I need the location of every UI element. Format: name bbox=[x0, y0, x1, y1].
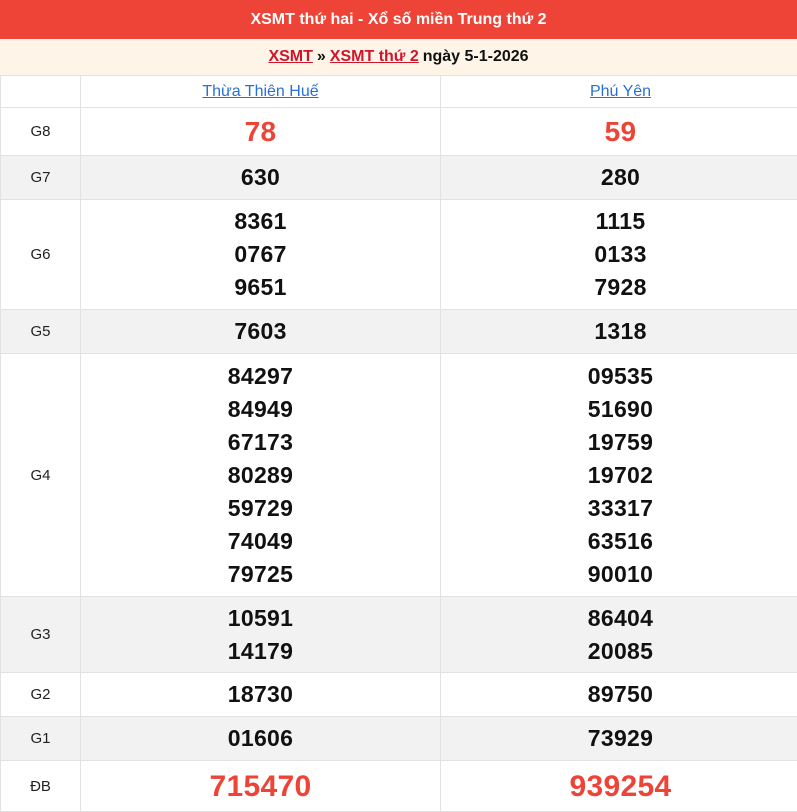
prize-number: 90010 bbox=[441, 558, 797, 591]
prize-cell: 01606 bbox=[81, 717, 441, 761]
prize-number: 630 bbox=[81, 161, 440, 194]
prize-number: 939254 bbox=[441, 770, 797, 803]
prize-label: G3 bbox=[1, 597, 81, 673]
prize-cell: 7603 bbox=[81, 310, 441, 354]
breadcrumb-link-xsmt-thu-2[interactable]: XSMT thứ 2 bbox=[330, 48, 419, 66]
prize-number: 18730 bbox=[81, 678, 440, 711]
prize-cell: 280 bbox=[441, 156, 797, 200]
prize-number: 09535 bbox=[441, 360, 797, 393]
prize-label: G4 bbox=[1, 354, 81, 597]
prize-number: 59 bbox=[441, 115, 797, 148]
prize-cell: 939254 bbox=[441, 761, 797, 812]
prize-number: 715470 bbox=[81, 770, 440, 803]
prize-number: 1318 bbox=[441, 315, 797, 348]
prize-cell: 73929 bbox=[441, 717, 797, 761]
prize-number: 19759 bbox=[441, 426, 797, 459]
breadcrumb-separator: » bbox=[317, 48, 326, 66]
prize-number: 89750 bbox=[441, 678, 797, 711]
prize-number: 01606 bbox=[81, 722, 440, 755]
prize-number: 74049 bbox=[81, 525, 440, 558]
prize-number: 7928 bbox=[441, 271, 797, 304]
prize-label: G5 bbox=[1, 310, 81, 354]
prize-number: 78 bbox=[81, 115, 440, 148]
prize-number: 20085 bbox=[441, 635, 797, 668]
prize-number: 67173 bbox=[81, 426, 440, 459]
province-link[interactable]: Thừa Thiên Huế bbox=[202, 83, 318, 100]
province-cell: Phú Yên bbox=[441, 76, 797, 108]
breadcrumb: XSMT » XSMT thứ 2 ngày 5-1-2026 bbox=[0, 39, 797, 75]
prize-number: 7603 bbox=[81, 315, 440, 348]
prize-label: G6 bbox=[1, 200, 81, 310]
prize-label: G8 bbox=[1, 108, 81, 156]
prize-number: 80289 bbox=[81, 459, 440, 492]
province-cell: Thừa Thiên Huế bbox=[81, 76, 441, 108]
prize-cell: 78 bbox=[81, 108, 441, 156]
prize-number: 86404 bbox=[441, 602, 797, 635]
prize-label: G1 bbox=[1, 717, 81, 761]
prize-number: 63516 bbox=[441, 525, 797, 558]
prize-number: 79725 bbox=[81, 558, 440, 591]
prize-cell: 89750 bbox=[441, 673, 797, 717]
prize-number: 84949 bbox=[81, 393, 440, 426]
prize-number: 10591 bbox=[81, 602, 440, 635]
prize-cell: 630 bbox=[81, 156, 441, 200]
prize-number: 0133 bbox=[441, 238, 797, 271]
prize-cell: 1318 bbox=[441, 310, 797, 354]
prize-number: 73929 bbox=[441, 722, 797, 755]
prize-number: 0767 bbox=[81, 238, 440, 271]
prize-cell: 715470 bbox=[81, 761, 441, 812]
prize-number: 8361 bbox=[81, 205, 440, 238]
breadcrumb-date: ngày 5-1-2026 bbox=[423, 48, 529, 66]
page-title: XSMT thứ hai - Xổ số miền Trung thứ 2 bbox=[0, 0, 797, 39]
prize-label: G2 bbox=[1, 673, 81, 717]
prize-number: 9651 bbox=[81, 271, 440, 304]
prize-number: 33317 bbox=[441, 492, 797, 525]
prize-cell: 59 bbox=[441, 108, 797, 156]
prize-number: 84297 bbox=[81, 360, 440, 393]
prize-cell: 18730 bbox=[81, 673, 441, 717]
prize-number: 280 bbox=[441, 161, 797, 194]
prize-number: 1115 bbox=[441, 205, 797, 238]
prize-label: G7 bbox=[1, 156, 81, 200]
prize-number: 14179 bbox=[81, 635, 440, 668]
prize-number: 59729 bbox=[81, 492, 440, 525]
empty-header-cell bbox=[1, 76, 81, 108]
province-link[interactable]: Phú Yên bbox=[590, 83, 651, 100]
breadcrumb-link-xsmt[interactable]: XSMT bbox=[268, 48, 312, 66]
prize-label: ĐB bbox=[1, 761, 81, 812]
prize-number: 51690 bbox=[441, 393, 797, 426]
province-header-row: Thừa Thiên Huế Phú Yên bbox=[1, 76, 797, 108]
prize-number: 19702 bbox=[441, 459, 797, 492]
